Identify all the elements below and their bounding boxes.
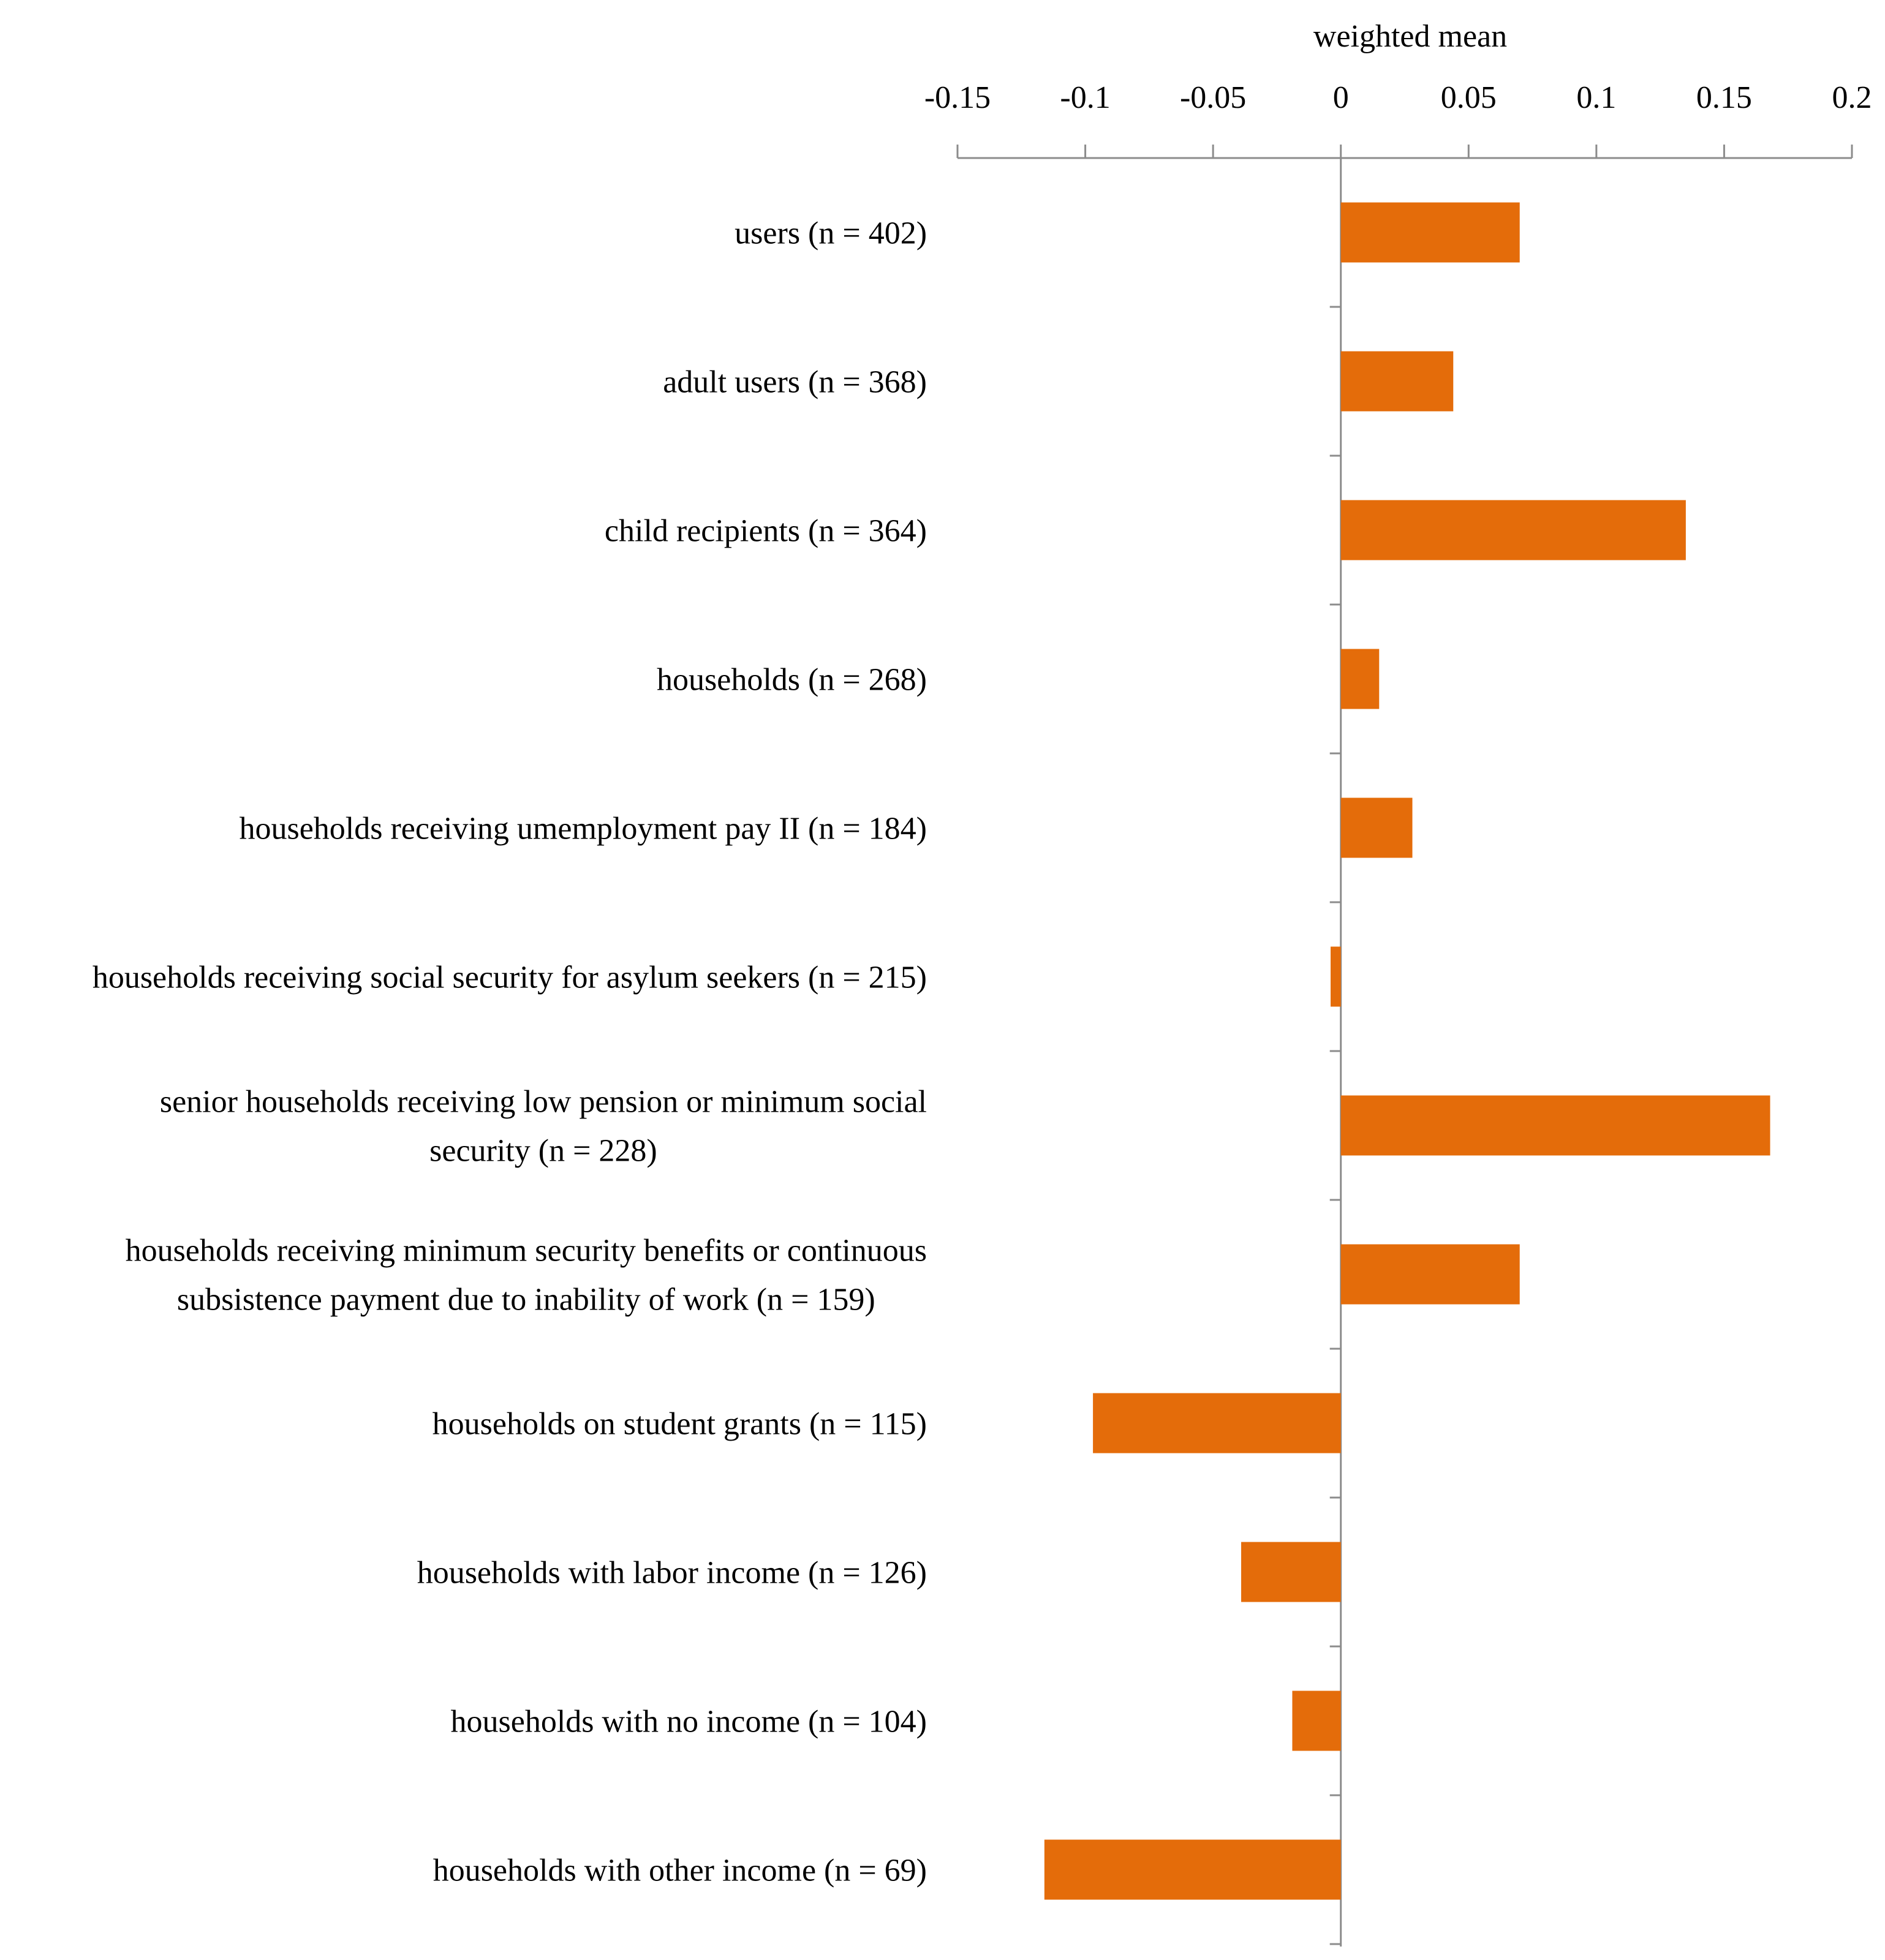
x-tick-label: -0.15 xyxy=(924,80,991,115)
bar xyxy=(1340,500,1686,560)
x-tick-label: 0.2 xyxy=(1832,80,1872,115)
category-label: child recipients (n = 364) xyxy=(605,514,927,549)
x-tick-label: -0.05 xyxy=(1180,80,1246,115)
x-tick-label: 0.15 xyxy=(1696,80,1752,115)
category-label: households with no income (n = 104) xyxy=(451,1705,927,1740)
axes xyxy=(956,145,1853,1947)
x-tick-labels: -0.15 -0.1 -0.05 0 0.05 0.1 0.15 0.2 xyxy=(924,80,1872,115)
bar xyxy=(1292,1691,1341,1751)
bar xyxy=(1241,1542,1341,1602)
category-label: households receiving social security for… xyxy=(93,960,927,995)
bar xyxy=(1340,1095,1770,1156)
category-label: households receiving minimum security be… xyxy=(126,1234,927,1317)
category-label: senior households receiving low pension … xyxy=(160,1085,927,1169)
bar xyxy=(1093,1393,1341,1453)
category-label: adult users (n = 368) xyxy=(663,365,927,400)
category-label: users (n = 402) xyxy=(735,216,927,251)
bars xyxy=(1044,202,1770,1900)
x-axis-title: weighted mean xyxy=(1313,19,1507,54)
x-tick-label: 0 xyxy=(1333,80,1349,115)
x-tick-label: 0.05 xyxy=(1441,80,1497,115)
category-labels: users (n = 402) adult users (n = 368) chil… xyxy=(93,216,927,1888)
x-tick-label: 0.1 xyxy=(1576,80,1616,115)
bar xyxy=(1340,351,1454,412)
category-label: households (n = 268) xyxy=(657,663,927,698)
category-label: households with labor income (n = 126) xyxy=(417,1556,927,1591)
bar xyxy=(1331,946,1341,1007)
bar xyxy=(1044,1839,1341,1900)
bar xyxy=(1340,202,1520,263)
bar xyxy=(1340,649,1380,709)
bar xyxy=(1340,1244,1520,1305)
bar xyxy=(1340,797,1413,858)
x-tick-label: -0.1 xyxy=(1060,80,1110,115)
category-label: households receiving umemployment pay II… xyxy=(239,812,927,846)
category-label: households on student grants (n = 115) xyxy=(433,1407,927,1442)
category-label: households with other income (n = 69) xyxy=(433,1853,927,1888)
